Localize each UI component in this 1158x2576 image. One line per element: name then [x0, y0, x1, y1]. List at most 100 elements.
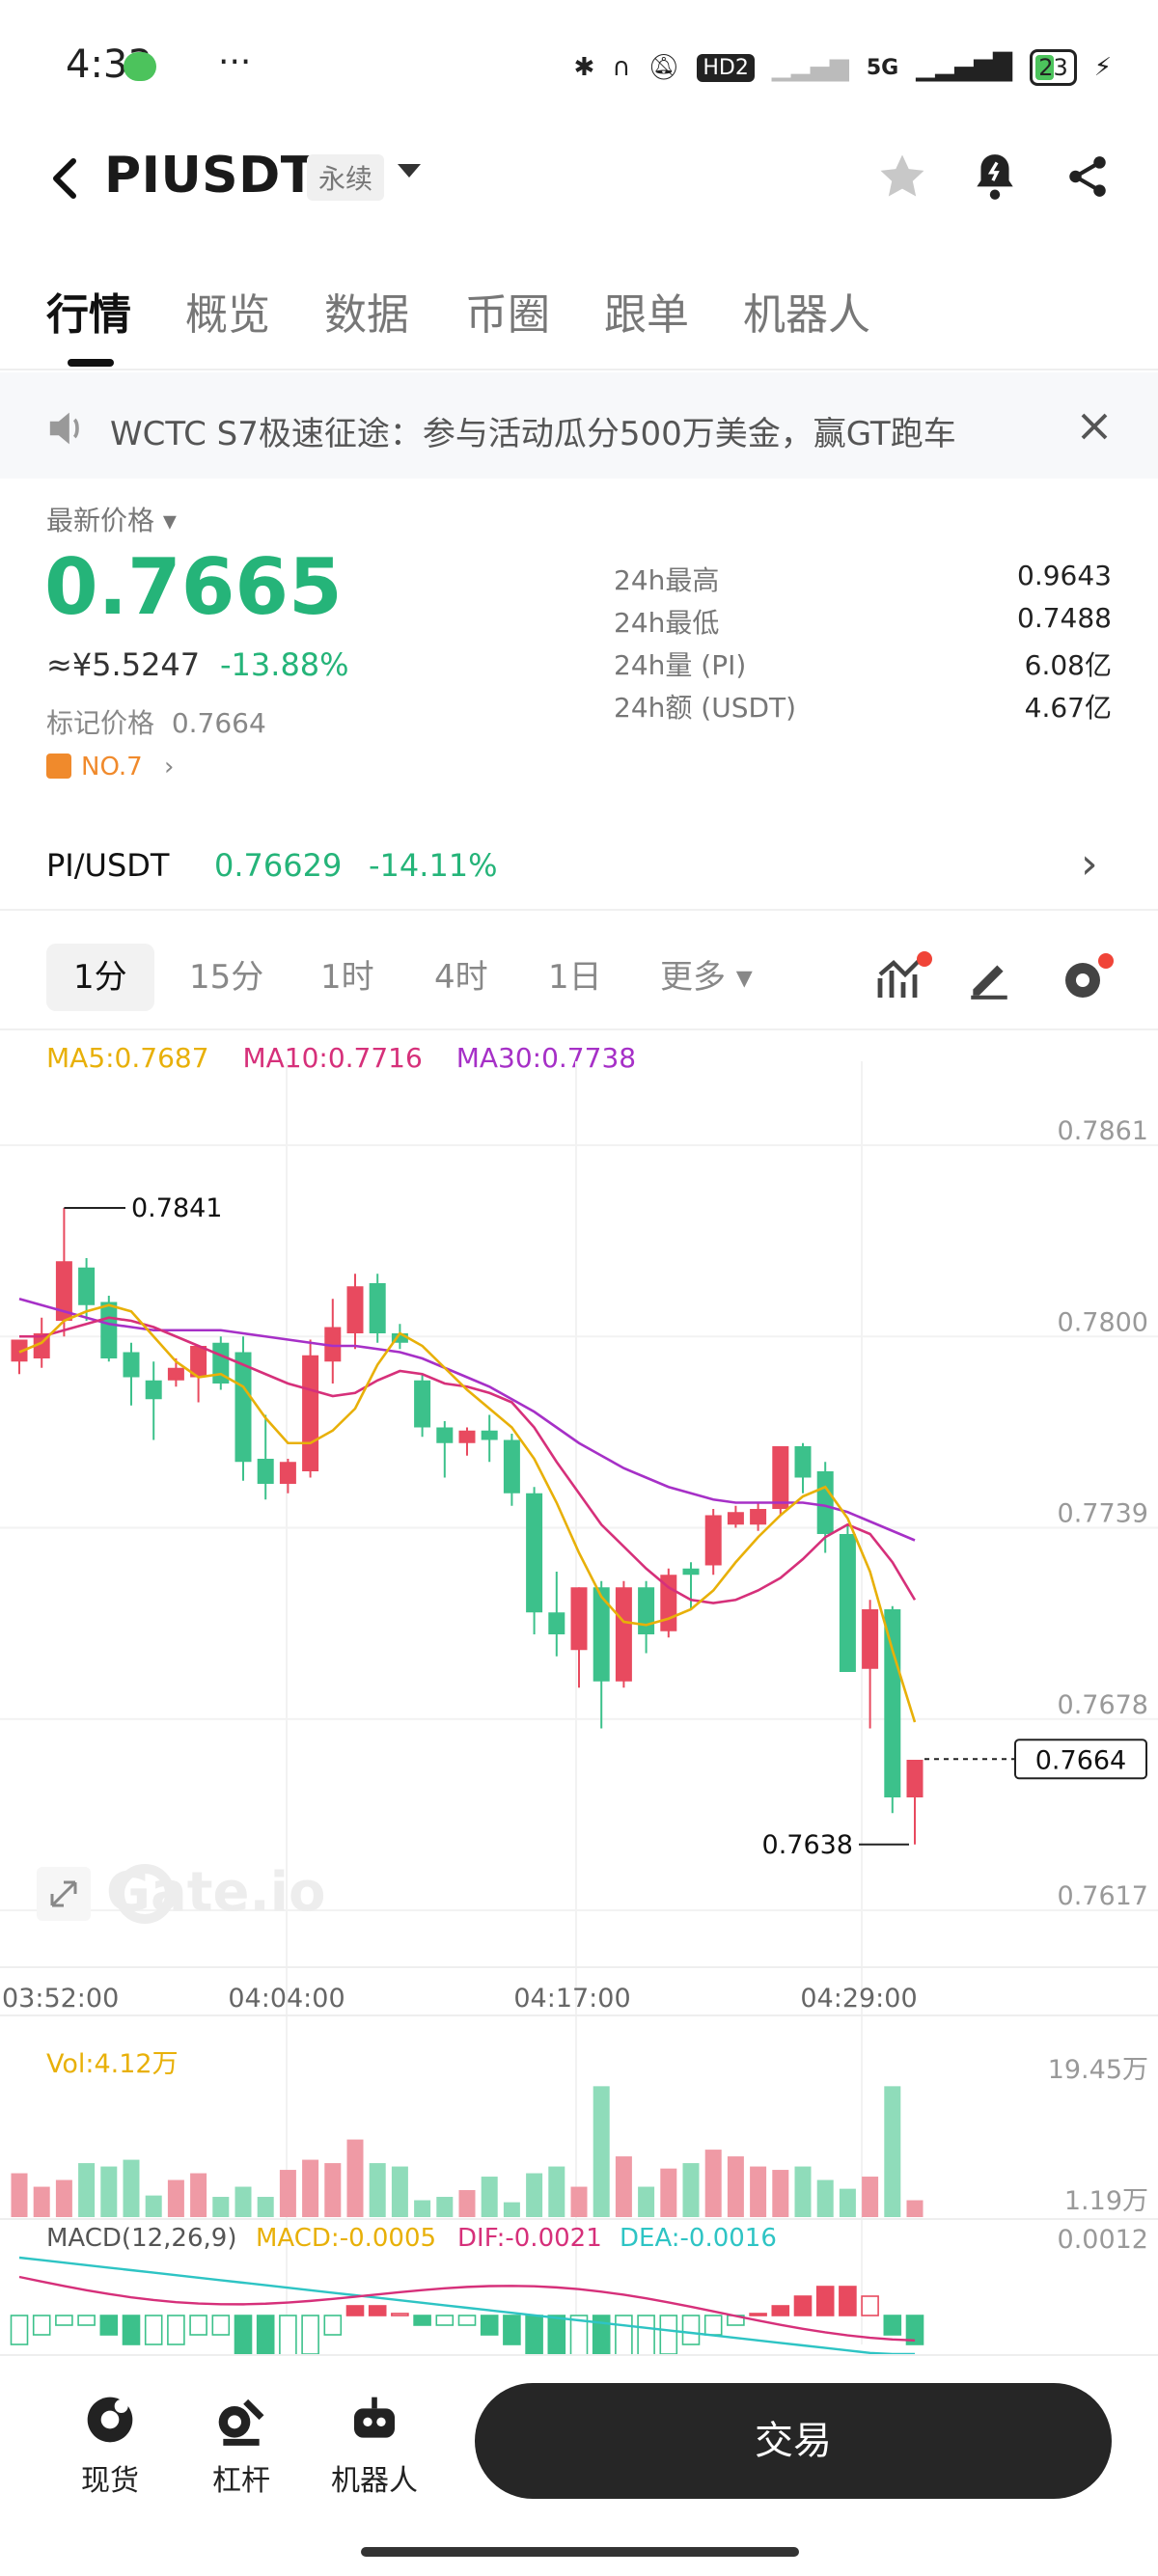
- volume-axis-label: 1.19万: [1064, 2186, 1148, 2216]
- candle-body: [638, 1587, 655, 1634]
- trade-button[interactable]: 交易: [475, 2383, 1112, 2499]
- price-axis-label: 0.7861: [1058, 1116, 1148, 1146]
- close-announcement-button[interactable]: [1077, 409, 1112, 448]
- macd-bar: [256, 2315, 275, 2354]
- volume-bar: [11, 2173, 28, 2217]
- tab-market[interactable]: 行情: [46, 290, 131, 340]
- volume-bar: [302, 2159, 319, 2217]
- tab-community[interactable]: 币圈: [465, 290, 550, 340]
- contract-dropdown-icon[interactable]: [398, 164, 421, 178]
- macd-label: MACD(12,26,9): [46, 2224, 236, 2253]
- contract-type-badge[interactable]: 永续: [307, 154, 385, 201]
- timeframe-more[interactable]: 更多 ▾: [660, 958, 753, 997]
- macd-bar: [457, 2315, 477, 2326]
- volume-bar: [503, 2202, 520, 2217]
- ma5-legend: MA5:0.7687: [46, 1042, 209, 1074]
- drawing-tool-button[interactable]: [965, 953, 1013, 1005]
- stat-low-label: 24h最低: [614, 607, 720, 639]
- price-alert-button[interactable]: [961, 143, 1029, 210]
- macd-bar: [861, 2295, 879, 2316]
- timeframe-1m[interactable]: 1分: [46, 944, 154, 1011]
- robot-icon: [354, 2397, 395, 2438]
- candle-body: [257, 1459, 274, 1484]
- time-axis-label: 03:52:00: [2, 1984, 119, 2014]
- rank-icon: [46, 754, 71, 779]
- volume-bar: [167, 2179, 184, 2217]
- candle-body: [100, 1302, 118, 1358]
- volume-bar: [436, 2197, 454, 2217]
- volume-bar: [391, 2166, 408, 2217]
- stat-volume-value: 6.08亿: [1024, 649, 1112, 681]
- spot-index-row[interactable]: PI/USDT 0.76629 -14.11% ›: [0, 830, 1158, 911]
- margin-nav-item[interactable]: 杠杆: [183, 2391, 299, 2499]
- favorite-star-button[interactable]: [868, 143, 936, 210]
- candle-body: [167, 1367, 184, 1381]
- volume-bar: [593, 2086, 610, 2217]
- announcement-text[interactable]: WCTC S7极速征途：参与活动瓜分500万美金，赢GT跑车: [110, 415, 956, 453]
- chart-settings-button[interactable]: [1058, 951, 1116, 1009]
- candle-body: [458, 1430, 476, 1443]
- volume-bar: [526, 2173, 543, 2217]
- back-button[interactable]: [46, 150, 85, 207]
- latest-price-selector[interactable]: 最新价格 ▾: [46, 505, 177, 536]
- stat-turnover-value: 4.67亿: [1024, 692, 1112, 724]
- index-price: 0.76629: [214, 847, 343, 884]
- share-button[interactable]: [1054, 143, 1121, 210]
- dif-value: DIF:-0.0021: [457, 2224, 602, 2253]
- volume-bar: [257, 2197, 274, 2217]
- tab-overview[interactable]: 概览: [185, 290, 270, 340]
- pair-title[interactable]: PIUSDT: [104, 147, 316, 205]
- stat-low-value: 0.7488: [1017, 602, 1112, 634]
- volume-bar: [906, 2200, 924, 2217]
- candle-body: [414, 1380, 431, 1428]
- volume-bar: [794, 2166, 812, 2217]
- stat-volume-label: 24h量 (PI): [614, 649, 747, 681]
- volume-bar: [839, 2188, 856, 2217]
- volume-bar: [704, 2150, 722, 2217]
- last-price-tag-label: 0.7664: [1035, 1745, 1126, 1775]
- timeframe-1d[interactable]: 1日: [548, 958, 602, 997]
- timeframe-1h[interactable]: 1时: [320, 958, 374, 997]
- macd-bar: [323, 2315, 343, 2336]
- volume-bar: [212, 2197, 230, 2217]
- macd-bar: [883, 2315, 902, 2336]
- volume-bar: [279, 2170, 296, 2217]
- ma30-legend: MA30:0.7738: [455, 1042, 637, 1074]
- tab-bots[interactable]: 机器人: [743, 290, 870, 340]
- tab-data[interactable]: 数据: [324, 290, 409, 340]
- macd-bar: [749, 2313, 767, 2316]
- candle-body: [862, 1609, 879, 1669]
- macd-bar: [144, 2315, 163, 2345]
- spot-nav-item[interactable]: 现货: [52, 2391, 168, 2499]
- announcement-bar[interactable]: [0, 372, 1158, 479]
- indicator-icon: [877, 951, 932, 998]
- indicator-button[interactable]: [874, 951, 932, 1009]
- status-bar: 4:33 ··· ✱ ∩ 🔕︎ HD2 ▁▂▄▆ 5G ▁▂▄▆█ 23 ⚡︎: [0, 0, 1158, 135]
- candle-body: [369, 1283, 386, 1333]
- rank-badge[interactable]: NO.7 ›: [46, 753, 174, 781]
- macd-bar: [189, 2315, 207, 2336]
- volume-bar: [414, 2200, 431, 2217]
- charging-icon: ⚡︎: [1093, 53, 1112, 82]
- speaker-icon: [46, 409, 89, 452]
- margin-icon: [218, 2398, 264, 2446]
- spot-icon: [87, 2397, 133, 2443]
- candle-body: [593, 1587, 610, 1682]
- tab-copy-trading[interactable]: 跟单: [604, 290, 689, 340]
- active-tab-indicator: [68, 359, 114, 367]
- macd-bar: [503, 2315, 521, 2345]
- status-icons: ✱ ∩ 🔕︎ HD2 ▁▂▄▆ 5G ▁▂▄▆█ 23 ⚡︎: [574, 46, 1112, 89]
- timeframe-bar: 1分 15分 1时 4时 1日 更多 ▾: [0, 924, 1158, 1030]
- timeframe-4h[interactable]: 4时: [434, 958, 488, 997]
- wechat-icon: [124, 52, 156, 81]
- watermark-logo: [115, 1864, 175, 1924]
- kline-chart[interactable]: 0.7861 0.7800 0.7739 0.7678 0.7617 03:52:00 04…: [0, 1023, 1158, 2354]
- bot-nav-item[interactable]: 机器人: [317, 2391, 432, 2499]
- macd-bar: [615, 2315, 633, 2354]
- timeframe-15m[interactable]: 15分: [189, 958, 264, 997]
- time-axis-label: 04:17:00: [513, 1984, 630, 2014]
- signal-weak-icon: ▁▂▄▆: [771, 53, 849, 82]
- star-icon: [880, 154, 924, 197]
- candle-body: [570, 1587, 588, 1651]
- chevron-right-icon: ›: [163, 753, 175, 781]
